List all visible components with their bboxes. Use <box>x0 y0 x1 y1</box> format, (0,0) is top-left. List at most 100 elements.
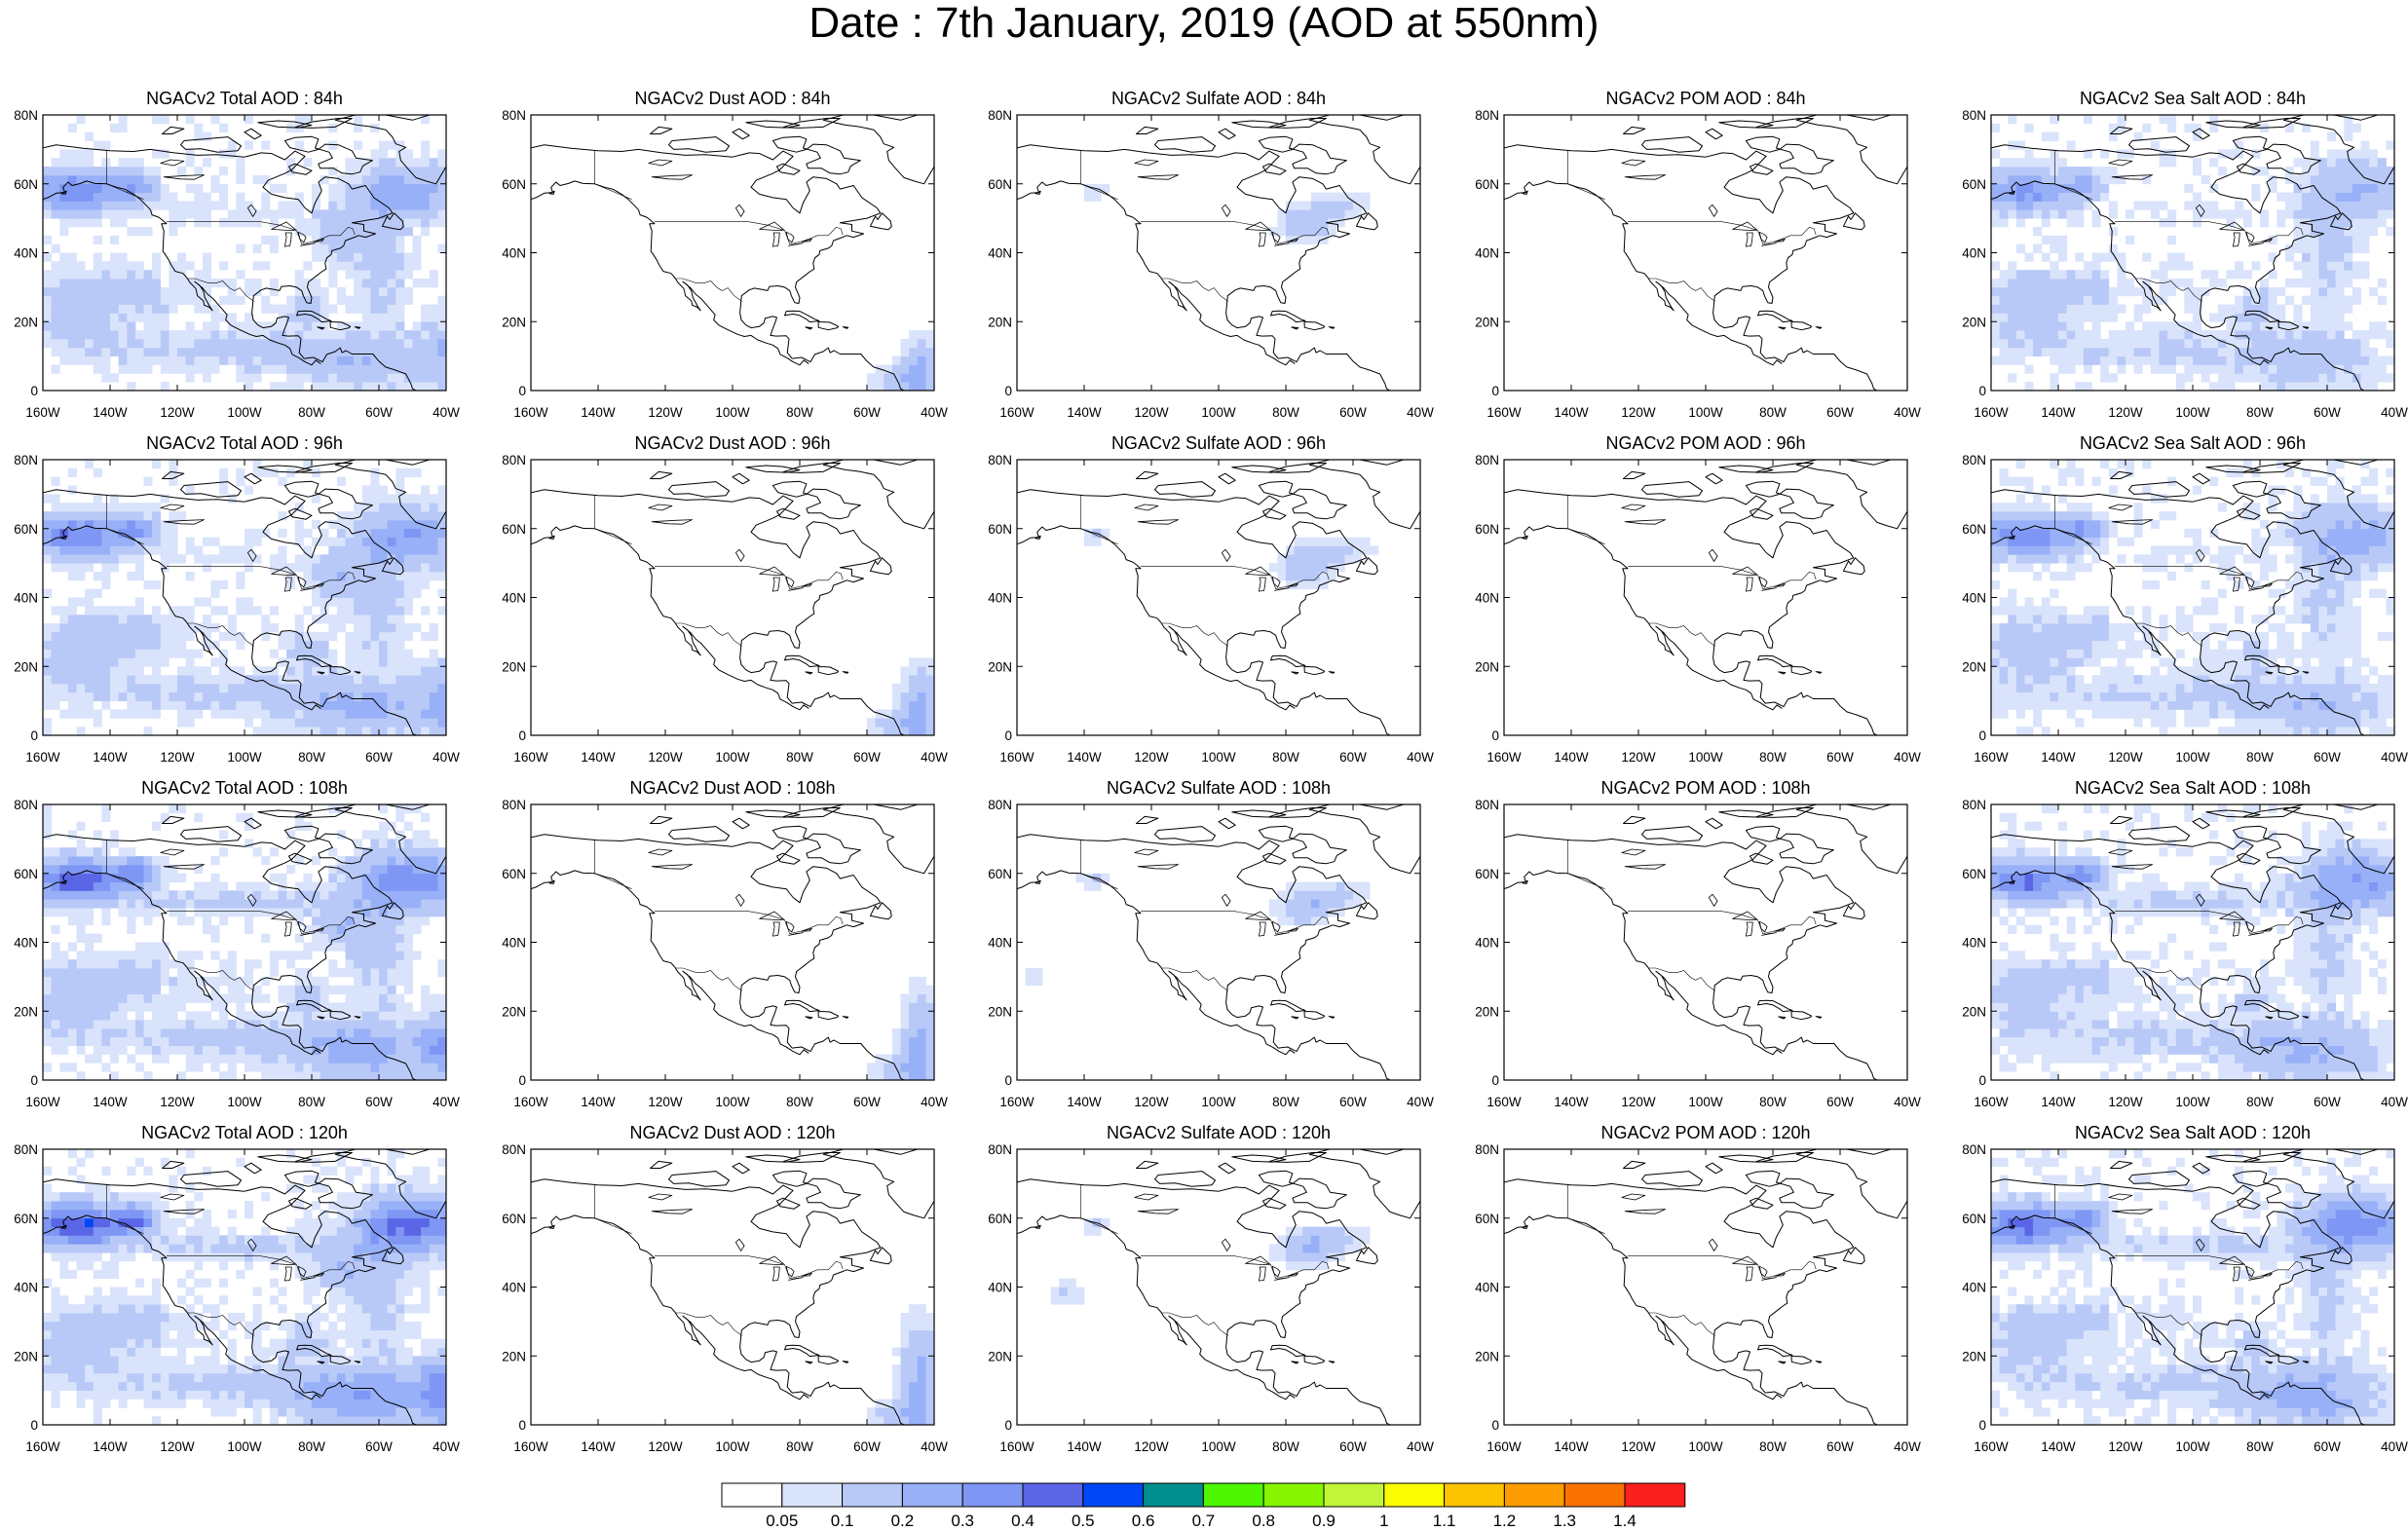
panel-title: NGACv2 Dust AOD : 96h <box>634 433 831 453</box>
lon-tick-label: 100W <box>1688 750 1723 765</box>
lon-tick-label: 160W <box>513 405 548 420</box>
lat-tick-label: 0 <box>518 384 526 398</box>
axis-ticks: 80N 60N 40N 20N 0 160W 140W 120W 100W 80W 60W 40W <box>988 453 1434 765</box>
lat-tick-label: 20N <box>1962 1349 1986 1363</box>
lon-tick-label: 80W <box>1272 1439 1299 1454</box>
colorbar-label: 0.5 <box>1071 1512 1095 1530</box>
colorbar-swatch <box>1082 1482 1145 1508</box>
lat-tick-label: 80N <box>502 798 526 812</box>
lon-tick-label: 120W <box>1134 1439 1169 1454</box>
colorbar-swatch <box>1624 1482 1686 1508</box>
lat-tick-label: 20N <box>502 1349 526 1363</box>
aod-shading <box>1991 1149 2395 1426</box>
lon-tick-label: 100W <box>227 1095 262 1109</box>
lat-tick-label: 0 <box>1004 728 1012 743</box>
aod-map: 80N 60N 40N 20N 0 160W 140W 120W 100W 80W 60W 40W <box>1475 453 1921 765</box>
coastlines <box>1017 460 1420 735</box>
aod-map: 80N 60N 40N 20N 0 160W 140W 120W 100W 80W 60W 40W <box>14 798 460 1109</box>
lon-tick-label: 140W <box>93 750 128 765</box>
colorbar-swatch <box>1262 1482 1325 1508</box>
lon-tick-label: 40W <box>1894 405 1921 420</box>
map-frame <box>1016 459 1421 736</box>
lat-tick-label: 80N <box>1475 1142 1499 1157</box>
lat-tick-label: 80N <box>14 453 38 467</box>
lat-tick-label: 20N <box>988 1004 1012 1019</box>
aod-shading <box>1084 528 1379 590</box>
axis-ticks: 80N 60N 40N 20N 0 160W 140W 120W 100W 80W 60W 40W <box>1475 798 1921 1109</box>
panel-title: NGACv2 Sulfate AOD : 108h <box>1106 778 1332 798</box>
lon-tick-label: 40W <box>1894 1095 1921 1109</box>
political-borders <box>594 840 844 991</box>
lon-tick-label: 40W <box>433 1095 460 1109</box>
lon-tick-label: 140W <box>1067 750 1102 765</box>
lon-tick-label: 160W <box>1974 405 2009 420</box>
lon-tick-label: 60W <box>2314 1439 2341 1454</box>
lon-tick-label: 100W <box>1688 405 1723 420</box>
aod-map: 80N 60N 40N 20N 0 160W 140W 120W 100W 80W 60W 40W <box>502 1142 948 1454</box>
lon-tick-label: 160W <box>1974 1439 2009 1454</box>
lon-tick-label: 160W <box>513 1439 548 1454</box>
aod-map: 80N 60N 40N 20N 0 160W 140W 120W 100W 80W 60W 40W <box>14 453 460 765</box>
lat-tick-label: 0 <box>1004 384 1012 398</box>
lon-tick-label: 120W <box>1621 405 1656 420</box>
lat-tick-label: 0 <box>1491 728 1499 743</box>
lon-tick-label: 160W <box>1974 750 2009 765</box>
lat-tick-label: 80N <box>1962 1142 1986 1157</box>
lon-tick-label: 160W <box>1486 405 1522 420</box>
lon-tick-label: 40W <box>1894 1439 1921 1454</box>
map-panel-dust-row4: NGACv2 Dust AOD : 120h 80N 60N 40N 20N 0 160W 1… <box>502 1123 948 1454</box>
coastlines <box>531 804 934 1080</box>
lon-tick-label: 120W <box>160 405 195 420</box>
map-frame <box>1016 114 1421 392</box>
lat-tick-label: 60N <box>502 177 526 192</box>
axis-ticks: 80N 60N 40N 20N 0 160W 140W 120W 100W 80W 60W 40W <box>502 108 948 420</box>
lon-tick-label: 140W <box>581 1095 616 1109</box>
lat-tick-label: 0 <box>1491 1073 1499 1088</box>
lon-tick-label: 80W <box>786 405 813 420</box>
lat-tick-label: 0 <box>30 384 38 398</box>
lon-tick-label: 40W <box>2381 1439 2408 1454</box>
colorbar-swatch <box>781 1482 844 1508</box>
lat-tick-label: 60N <box>1962 867 1986 881</box>
lon-tick-label: 160W <box>1486 1439 1522 1454</box>
lon-tick-label: 140W <box>581 750 616 765</box>
colorbar-swatch <box>1143 1482 1204 1508</box>
political-borders <box>2054 840 2304 991</box>
lon-tick-label: 140W <box>2041 405 2076 420</box>
panel-title: NGACv2 Total AOD : 84h <box>146 89 343 108</box>
colorbar-label: 0.8 <box>1252 1512 1275 1530</box>
lon-tick-label: 100W <box>2175 405 2210 420</box>
lat-tick-label: 40N <box>14 936 38 951</box>
axis-ticks: 80N 60N 40N 20N 0 160W 140W 120W 100W 80W 60W 40W <box>1962 453 2408 765</box>
political-borders <box>2054 495 2304 647</box>
coastlines <box>531 115 934 391</box>
map-frame <box>1503 114 1908 392</box>
lat-tick-label: 20N <box>988 1349 1012 1363</box>
political-borders <box>594 150 844 302</box>
lat-tick-label: 60N <box>1475 522 1499 537</box>
colorbar-label: 0.9 <box>1312 1512 1336 1530</box>
lat-tick-label: 40N <box>1962 1281 1986 1295</box>
lat-tick-label: 0 <box>30 1418 38 1433</box>
aod-map: 80N 60N 40N 20N 0 160W 140W 120W 100W 80W 60W 40W <box>14 108 460 420</box>
lat-tick-label: 0 <box>1978 384 1986 398</box>
lat-tick-label: 80N <box>502 108 526 123</box>
lon-tick-label: 120W <box>648 750 683 765</box>
lat-tick-label: 80N <box>14 108 38 123</box>
panel-title: NGACv2 POM AOD : 84h <box>1605 89 1806 108</box>
axis-ticks: 80N 60N 40N 20N 0 160W 140W 120W 100W 80W 60W 40W <box>1475 453 1921 765</box>
aod-map: 80N 60N 40N 20N 0 160W 140W 120W 100W 80W 60W 40W <box>502 798 948 1109</box>
lon-tick-label: 60W <box>365 1095 393 1109</box>
lon-tick-label: 80W <box>298 750 325 765</box>
coastlines <box>1017 804 1420 1080</box>
colorbar-swatch <box>1563 1482 1626 1508</box>
aod-shading <box>43 1149 447 1426</box>
lon-tick-label: 100W <box>1201 1095 1236 1109</box>
map-frame <box>530 803 935 1081</box>
map-frame <box>530 459 935 736</box>
lon-tick-label: 160W <box>25 1095 60 1109</box>
lon-tick-label: 140W <box>93 1095 128 1109</box>
political-borders <box>1567 495 1817 647</box>
lon-tick-label: 80W <box>1759 750 1787 765</box>
